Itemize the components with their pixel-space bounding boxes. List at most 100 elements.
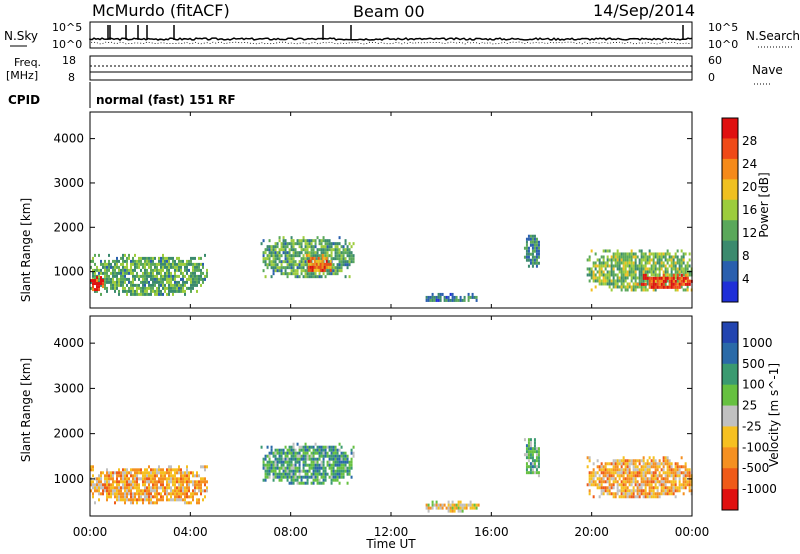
heatmap-cell — [610, 255, 613, 259]
heatmap-cell — [614, 468, 617, 472]
heatmap-cell — [342, 475, 345, 479]
heatmap-cell — [348, 466, 351, 470]
heatmap-cell — [304, 275, 307, 279]
heatmap-cell — [445, 298, 448, 302]
nave-label: Nave — [752, 63, 783, 77]
heatmap-cell — [148, 274, 150, 278]
heatmap-cell — [640, 477, 643, 481]
heatmap-cell — [646, 279, 649, 283]
heatmap-cell — [640, 276, 643, 280]
heatmap-cell — [154, 489, 156, 493]
y-tick-label: 2000 — [53, 220, 84, 234]
heatmap-cell — [630, 477, 633, 481]
heatmap-cell — [332, 466, 335, 470]
heatmap-cell — [461, 509, 464, 513]
heatmap-cell — [648, 462, 651, 466]
heatmap-cell — [192, 492, 194, 496]
heatmap-cell — [322, 469, 325, 473]
heatmap-cell — [268, 263, 271, 267]
heatmap-cell — [626, 462, 629, 466]
heatmap-cell — [310, 463, 313, 467]
heatmap-cell — [132, 262, 134, 266]
heatmap-cell — [429, 298, 432, 302]
heatmap-cell — [678, 273, 681, 277]
heatmap-cell — [320, 251, 323, 255]
heatmap-cell — [288, 257, 291, 261]
heatmap-cell — [344, 260, 347, 264]
heatmap-cell — [328, 248, 331, 252]
heatmap-cell — [132, 268, 134, 272]
heatmap-cell — [622, 282, 625, 286]
heatmap-cell — [124, 289, 126, 293]
heatmap-cell — [658, 258, 661, 262]
heatmap-cell — [274, 451, 277, 455]
heatmap-cell — [670, 489, 673, 493]
heatmap-cell — [264, 466, 267, 470]
heatmap-cell — [124, 501, 126, 505]
heatmap-cell — [266, 463, 269, 467]
heatmap-cell — [296, 469, 299, 473]
heatmap-cell — [612, 270, 615, 274]
heatmap-cell — [174, 268, 176, 272]
heatmap-cell — [294, 254, 297, 258]
heatmap-cell — [98, 268, 100, 272]
heatmap-cell — [437, 506, 440, 510]
heatmap-cell — [604, 468, 607, 472]
heatmap-cell — [676, 468, 679, 472]
heatmap-cell — [148, 465, 150, 469]
heatmap-cell — [170, 468, 172, 472]
heatmap-cell — [662, 255, 665, 259]
heatmap-cell — [196, 262, 198, 266]
heatmap-cell — [272, 266, 275, 270]
heatmap-cell — [588, 255, 591, 259]
heatmap-cell — [134, 486, 136, 490]
heatmap-cell — [672, 468, 675, 472]
heatmap-cell — [162, 280, 164, 284]
heatmap-cell — [322, 451, 325, 455]
heatmap-cell — [624, 486, 627, 490]
heatmap-cell — [106, 471, 108, 475]
heatmap-cell — [92, 483, 94, 487]
freq-tick-bottom: 8 — [68, 71, 75, 84]
heatmap-cell — [114, 283, 116, 287]
heatmap-cell — [148, 292, 150, 296]
heatmap-cell — [298, 451, 301, 455]
heatmap-cell — [439, 298, 442, 302]
heatmap-cell — [664, 255, 667, 259]
heatmap-cell — [658, 264, 661, 268]
heatmap-cell — [334, 251, 337, 255]
heatmap-cell — [176, 280, 178, 284]
heatmap-cell — [194, 489, 196, 493]
heatmap-cell — [124, 471, 126, 475]
heatmap-cell — [670, 279, 673, 283]
heatmap-cell — [96, 489, 98, 493]
x-tick-label: 16:00 — [474, 525, 509, 539]
heatmap-cell — [268, 469, 271, 473]
heatmap-cell — [120, 495, 122, 499]
heatmap-cell — [130, 489, 132, 493]
heatmap-cell — [158, 471, 160, 475]
heatmap-cell — [648, 483, 651, 487]
heatmap-cell — [316, 275, 319, 279]
heatmap-cell — [533, 447, 536, 451]
heatmap-cell — [318, 478, 321, 482]
heatmap-cell — [316, 251, 319, 255]
heatmap-cell — [190, 501, 192, 505]
heatmap-cell — [198, 268, 200, 272]
heatmap-cell — [152, 289, 154, 293]
heatmap-cell — [160, 477, 162, 481]
heatmap-cell — [670, 276, 673, 280]
heatmap-cell — [150, 492, 152, 496]
heatmap-cell — [630, 492, 633, 496]
heatmap-cell — [302, 266, 305, 270]
heatmap-cell — [656, 261, 659, 265]
heatmap-cell — [292, 260, 295, 264]
heatmap-cell — [162, 495, 164, 499]
heatmap-cell — [190, 262, 192, 266]
heatmap-cell — [348, 254, 351, 258]
heatmap-cell — [288, 475, 291, 479]
heatmap-cell — [146, 262, 148, 266]
heatmap-cell — [586, 456, 589, 460]
heatmap-cell — [680, 261, 683, 265]
